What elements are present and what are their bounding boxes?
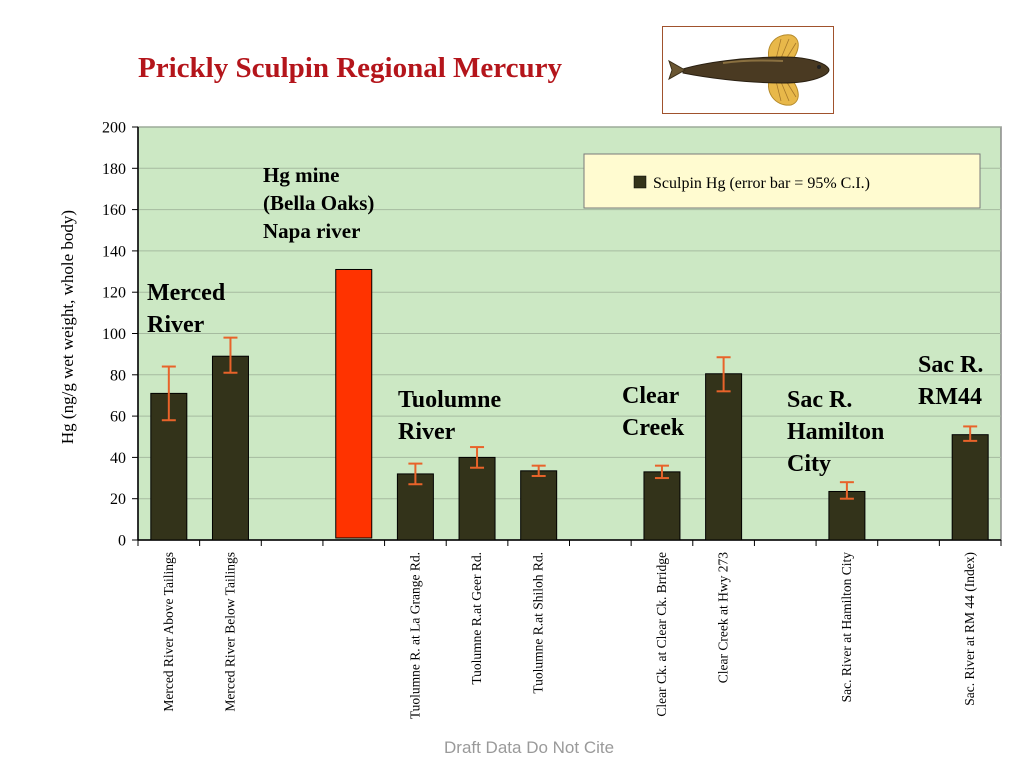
bar (211, 355, 249, 541)
site-annotation-line: Hamilton (787, 419, 884, 445)
sculpin-fish-icon (668, 34, 830, 106)
bar (520, 470, 558, 541)
x-tick-label: Merced River Above Tailings (161, 552, 176, 712)
draft-watermark: Draft Data Do Not Cite (444, 738, 615, 757)
x-tick-label: Tuolumne R.at Shiloh Rd. (531, 552, 546, 694)
site-annotation-line: River (398, 419, 456, 445)
site-annotation: Tuolumne River (398, 387, 502, 445)
site-annotation: Clear Creek (622, 383, 685, 441)
site-annotation-line: River (147, 312, 205, 338)
site-annotation-line: Tuolumne (398, 387, 502, 413)
legend-swatch (633, 175, 647, 189)
y-tick-label: 180 (102, 161, 126, 178)
y-tick-label: 20 (110, 491, 126, 508)
y-tick-label: 0 (118, 533, 126, 550)
error-bars (161, 336, 978, 500)
legend: Sculpin Hg (error bar = 95% C.I.) (583, 153, 981, 209)
legend-box (583, 153, 981, 209)
bar (458, 456, 496, 541)
site-annotation-line: Sac R. (918, 352, 983, 378)
x-tick-label: Clear Ck. at Clear Ck. Brridge (654, 552, 669, 717)
y-tick-label: 140 (102, 243, 126, 260)
y-tick-label: 100 (102, 326, 126, 343)
sculpin-photo (662, 26, 834, 114)
x-tick-label: Tuolumne R.at Geer Rd. (469, 552, 484, 685)
highlight-bar (335, 268, 373, 539)
bar (705, 373, 743, 541)
bar (951, 434, 989, 541)
y-tick-label: 200 (102, 120, 126, 137)
x-axis-labels: Merced River Above Tailings Merced River … (161, 552, 977, 719)
y-tick-label: 40 (110, 450, 126, 467)
site-annotations: Merced River Hg mine (Bella Oaks) Napa river… (147, 163, 983, 477)
site-annotation: Sac R. RM44 (918, 352, 983, 410)
site-annotation-line: City (787, 451, 831, 477)
x-tick-label: Sac. River at RM 44 (Index) (962, 552, 977, 706)
site-annotation: Merced River (147, 280, 226, 338)
site-annotation-line: Sac R. (787, 387, 852, 413)
x-tick-label: Sac. River at Hamilton City (839, 552, 854, 703)
y-tick-label: 60 (110, 409, 126, 426)
site-annotation-line: Hg mine (263, 163, 339, 187)
site-annotation-line: Merced (147, 280, 226, 306)
site-annotation-line: Creek (622, 415, 685, 441)
y-axis-label: Hg (ng/g wet weight, whole body) (58, 210, 77, 444)
legend-label: Sculpin Hg (error bar = 95% C.I.) (653, 175, 870, 192)
y-tick-label: 120 (102, 285, 126, 302)
site-annotation-line: RM44 (918, 384, 982, 410)
y-tick-label: 160 (102, 202, 126, 219)
slide-title: Prickly Sculpin Regional Mercury (138, 52, 562, 84)
y-tick-label: 80 (110, 367, 126, 384)
site-annotation-line: (Bella Oaks) (263, 191, 374, 215)
x-tick-label: Merced River Below Tailings (222, 552, 237, 712)
x-tick-label: Clear Creek at Hwy 273 (716, 552, 731, 683)
site-annotation: Sac R. Hamilton City (787, 387, 884, 477)
x-tick-label: Tuolumne R. at La Grange Rd. (407, 552, 422, 719)
site-annotation-line: Napa river (263, 219, 360, 243)
bar (643, 471, 681, 541)
site-annotation-line: Clear (622, 383, 680, 409)
site-annotation: Hg mine (Bella Oaks) Napa river (263, 163, 374, 243)
